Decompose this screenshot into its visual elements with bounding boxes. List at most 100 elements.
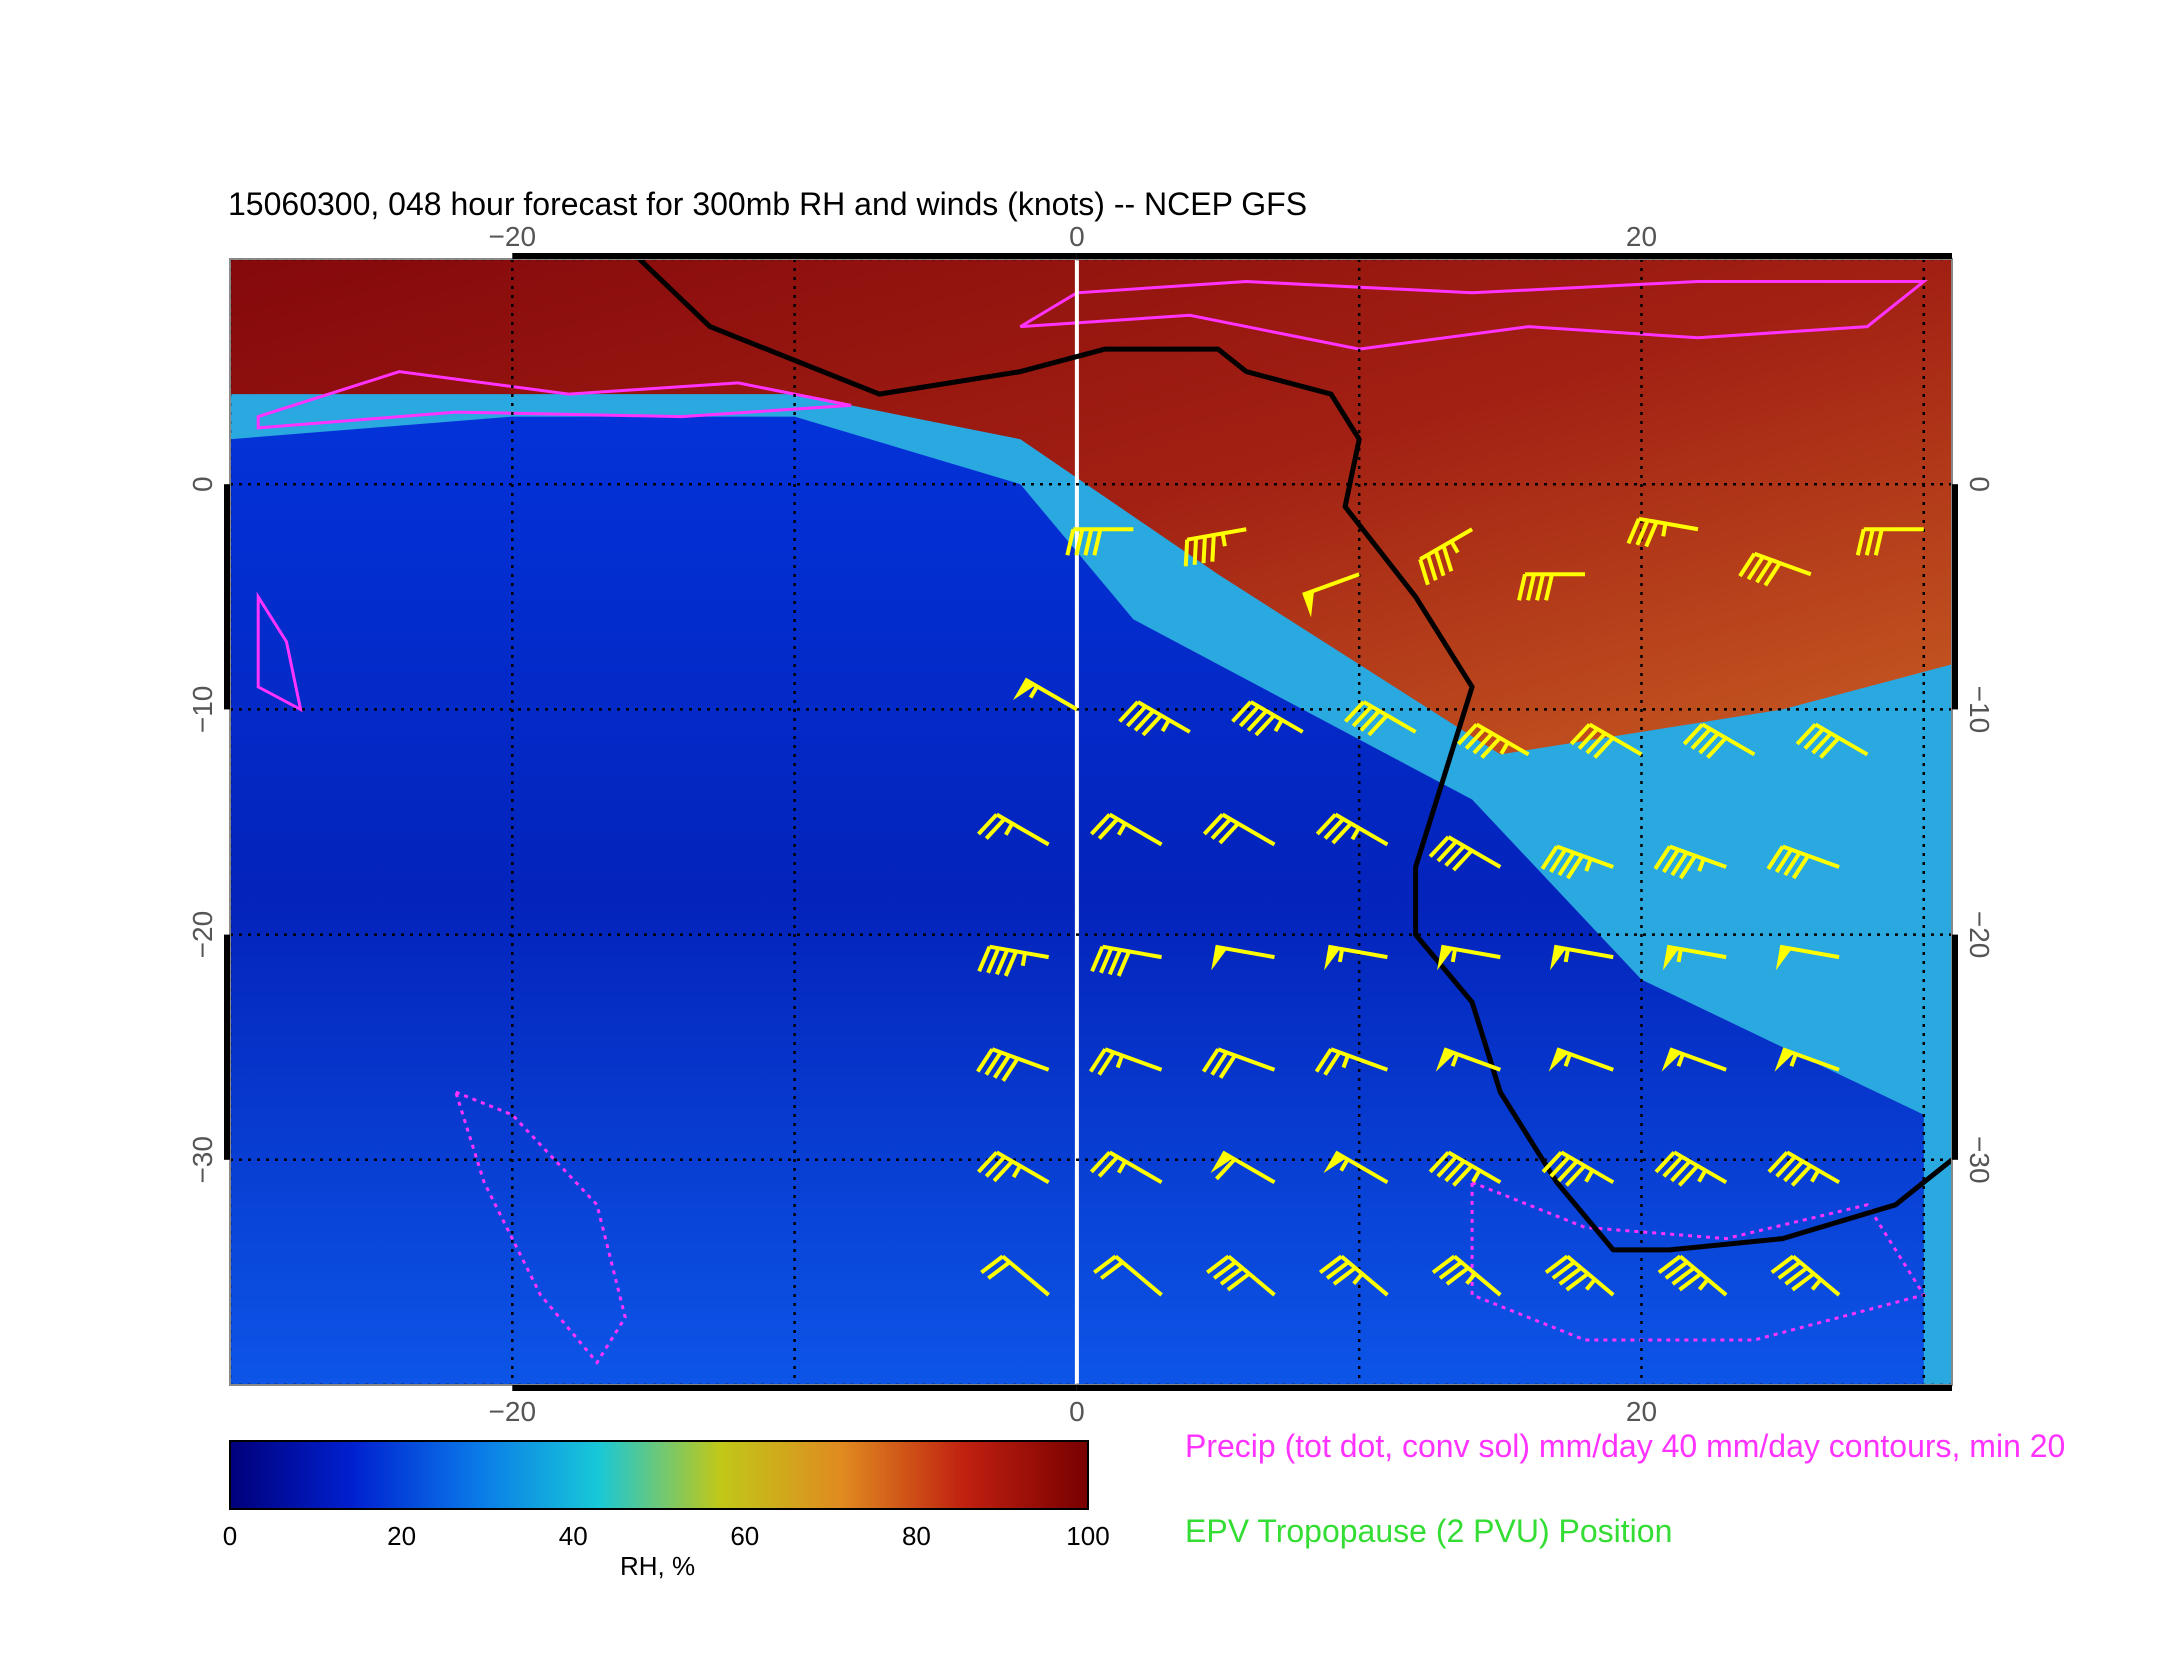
frame-mark xyxy=(1076,1385,1642,1391)
map-grid xyxy=(230,259,1952,1385)
wind-barb xyxy=(1093,1254,1163,1297)
lat-tick-label-right: −10 xyxy=(1964,686,1995,734)
frame-mark xyxy=(1952,934,1958,1160)
wind-barb xyxy=(1766,844,1840,880)
wind-barb xyxy=(1431,1254,1502,1297)
map-title: 15060300, 048 hour forecast for 300mb RH… xyxy=(228,186,1308,222)
wind-barbs xyxy=(976,516,1924,1297)
wind-barb xyxy=(1774,1047,1840,1072)
wind-barb xyxy=(1770,1254,1841,1297)
wind-barb xyxy=(1549,944,1614,971)
wind-barb xyxy=(1626,516,1699,548)
wind-barb xyxy=(1089,1150,1163,1185)
wind-barb xyxy=(1437,944,1501,971)
frame-mark xyxy=(224,934,230,1160)
frame-mark xyxy=(512,1385,1077,1391)
wind-barb xyxy=(1090,944,1162,977)
precip-contour xyxy=(256,370,852,430)
precip-contour xyxy=(453,1089,627,1366)
wind-barb xyxy=(976,1047,1050,1082)
rh-colorbar: 0 20 40 60 80 100 xyxy=(223,1440,1110,1551)
legend-epv: EPV Tropopause (2 PVU) Position xyxy=(1185,1513,1673,1549)
wind-barb xyxy=(1544,1254,1615,1297)
wind-barb xyxy=(1456,722,1530,759)
wind-barb xyxy=(1682,722,1756,759)
wind-barb xyxy=(1738,551,1812,587)
wind-barb xyxy=(1517,572,1586,601)
colorbar-tick-label: 80 xyxy=(902,1521,931,1551)
legend-precip: Precip (tot dot, conv sol) mm/day 40 mm/… xyxy=(1185,1428,2066,1464)
wind-barb xyxy=(1435,1047,1502,1072)
wind-barb xyxy=(1657,1254,1728,1297)
wind-barb xyxy=(1428,835,1502,872)
wind-barb xyxy=(1012,677,1078,712)
wind-barb xyxy=(1183,527,1247,567)
wind-barb xyxy=(1548,1047,1614,1072)
rh-region-moist_north xyxy=(230,259,1952,755)
lat-tick-label-left: −30 xyxy=(187,1136,218,1184)
tropopause-path xyxy=(637,259,1952,1253)
lon-tick-label-bottom: 0 xyxy=(1069,1396,1085,1427)
frame-mark xyxy=(1641,1385,1952,1391)
wind-barb xyxy=(1418,527,1474,586)
precip-contour xyxy=(1019,279,1929,351)
tropopause-line xyxy=(637,259,1952,1253)
frame-mark xyxy=(1952,484,1958,710)
wind-barb xyxy=(1323,1150,1389,1185)
wind-barb xyxy=(980,1254,1050,1297)
colorbar-tick-label: 100 xyxy=(1066,1521,1109,1551)
lat-tick-label-left: 0 xyxy=(187,476,218,492)
lat-tick-label-left: −20 xyxy=(187,911,218,959)
wind-barb xyxy=(1541,1150,1615,1187)
lat-tick-label-right: 0 xyxy=(1964,476,1995,492)
lon-tick-label-top: −20 xyxy=(489,221,537,252)
wind-barb xyxy=(1302,572,1360,618)
colorbar-tick-label: 60 xyxy=(730,1521,759,1551)
wind-barb xyxy=(1318,1254,1389,1297)
wind-barb xyxy=(1428,1150,1502,1187)
colorbar-tick-label: 0 xyxy=(223,1521,237,1551)
wind-barb xyxy=(1211,944,1275,971)
lon-tick-label-top: 20 xyxy=(1626,221,1657,252)
wind-barb xyxy=(1201,1047,1276,1079)
lat-tick-label-right: −20 xyxy=(1964,911,1995,959)
wind-barb xyxy=(1088,1047,1163,1076)
wind-barb xyxy=(1210,1150,1276,1185)
wind-barb xyxy=(1654,1150,1728,1187)
colorbar-bar xyxy=(229,1440,1089,1510)
wind-barb xyxy=(1540,844,1614,880)
wind-barb xyxy=(1118,700,1191,737)
wind-barb xyxy=(1662,944,1727,971)
wind-barb xyxy=(1314,1047,1389,1076)
wind-barb xyxy=(1315,812,1389,847)
wind-barb xyxy=(1767,1150,1841,1187)
frame-mark xyxy=(512,253,1077,259)
wind-barb xyxy=(1089,812,1163,847)
wind-barb xyxy=(1661,1047,1727,1072)
wind-barb xyxy=(1344,700,1417,737)
wind-barb xyxy=(1569,722,1643,759)
axis-ticks: −20 −20 0 0 20 20 0 0 −10 −10 −20 −20 −30 −30 xyxy=(187,221,1995,1427)
wind-barb xyxy=(1855,527,1924,556)
wind-barb xyxy=(1202,812,1276,847)
colorbar-tick-label: 40 xyxy=(559,1521,588,1551)
frame-mark xyxy=(1076,253,1642,259)
wind-barb xyxy=(1653,844,1727,880)
wind-barb xyxy=(977,944,1050,977)
wind-barb xyxy=(1206,1254,1276,1297)
colorbar-tick-label: 20 xyxy=(387,1521,416,1551)
lon-tick-label-bottom: 20 xyxy=(1626,1396,1657,1427)
wind-barb xyxy=(977,812,1050,847)
wind-barb xyxy=(977,1150,1050,1185)
wind-barb xyxy=(1324,944,1388,971)
frame-mark xyxy=(1641,253,1952,259)
lat-tick-label-left: −10 xyxy=(187,686,218,734)
colorbar-label: RH, % xyxy=(620,1551,696,1581)
lon-tick-label-top: 0 xyxy=(1069,221,1085,252)
frame-mark xyxy=(224,484,230,710)
wind-barb xyxy=(1775,944,1840,971)
lat-tick-label-right: −30 xyxy=(1964,1136,1995,1184)
wind-barb xyxy=(1065,527,1134,556)
wind-barb xyxy=(1795,722,1869,759)
